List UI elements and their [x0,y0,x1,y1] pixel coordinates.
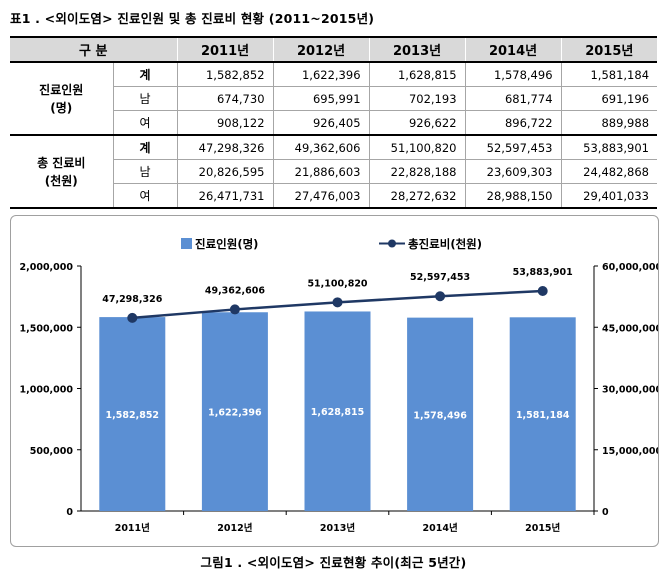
bar [99,317,166,511]
line-point [332,297,343,308]
group-label: 총 진료비 (천원) [10,135,113,209]
row-sub-label: 남 [112,159,178,184]
row-sub-label: 남 [112,86,178,111]
y-right-tick-label: 15,000,000 [602,446,658,457]
y-right-tick-label: 30,000,000 [602,385,658,396]
table-cell: 889,988 [560,110,658,136]
bar-value-label: 1,581,184 [516,410,570,421]
table-cell: 47,298,326 [176,135,274,160]
table-cell: 695,991 [272,86,370,111]
line-value-label: 49,362,606 [205,285,265,296]
table-cell: 681,774 [464,86,562,111]
line-point [229,304,240,315]
table-cell: 49,362,606 [272,135,370,160]
table-cell: 1,628,815 [368,62,466,87]
header-year: 2013년 [368,36,466,63]
table-cell: 926,622 [368,110,466,136]
legend-bar-swatch [181,238,192,249]
table-cell: 22,828,188 [368,159,466,184]
row-sub-label: 여 [112,110,178,136]
y-right-tick-label: 0 [602,507,609,518]
table-cell: 702,193 [368,86,466,111]
table-row: 총 진료비 (천원) 계 47,298,326 49,362,606 51,10… [10,135,658,209]
header-year: 2015년 [560,36,658,63]
table-cell: 27,476,003 [272,183,370,209]
x-tick-label: 2011년 [115,522,150,534]
table-cell: 1,578,496 [464,62,562,87]
bar-value-label: 1,578,496 [413,410,467,421]
row-sub-label: 계 [112,62,178,87]
bar [509,317,576,511]
y-left-tick-label: 2,000,000 [20,262,74,273]
x-tick-label: 2013년 [320,522,355,534]
header-year: 2012년 [272,36,370,63]
bar-value-label: 1,628,815 [311,407,365,418]
table-cell: 674,730 [176,86,274,111]
table-title: 표1 . <외이도염> 진료인원 및 총 진료비 현황 (2011~2015년) [10,11,375,26]
figure-caption: 그림1 . <외이도염> 진료현황 추이(최근 5년간) [200,555,467,570]
group-label-unit: (천원) [44,173,78,188]
x-tick-label: 2012년 [217,522,252,534]
header-category: 구 분 [10,36,178,63]
bar [304,311,371,511]
table-row: 진료인원 (명) 계 1,582,852 1,622,396 1,628,815… [10,62,658,136]
x-tick-label: 2015년 [525,522,560,534]
table-cell: 691,196 [560,86,658,111]
line-point [537,285,548,296]
y-left-tick-label: 1,000,000 [20,385,74,396]
bar [407,317,474,511]
table-cell: 21,886,603 [272,159,370,184]
combo-chart: 진료인원(명) 총진료비(천원) 0 500,000 1,000,000 1,500,00… [20,237,659,534]
table-cell: 26,471,731 [176,183,274,209]
table-cell: 53,883,901 [560,135,658,160]
group-label-line: 총 진료비 [37,155,86,170]
line-point [435,291,446,302]
table-cell: 51,100,820 [368,135,466,160]
table-row: 여 908,122 926,405 926,622 896,722 889,98… [10,110,658,136]
line-value-label: 47,298,326 [102,294,162,305]
table-cell: 1,582,852 [176,62,274,87]
table-cell: 29,401,033 [560,183,658,209]
table-cell: 28,272,632 [368,183,466,209]
legend-bar-label: 진료인원(명) [195,237,258,251]
row-sub-label: 계 [112,135,178,160]
legend-line-marker [388,239,396,248]
y-left-tick-label: 0 [66,507,73,518]
table-cell: 1,622,396 [272,62,370,87]
header-year: 2011년 [176,36,274,63]
chart-container: 진료인원(명) 총진료비(천원) 0 500,000 1,000,000 1,500,00… [10,215,659,547]
line-value-label: 51,100,820 [307,278,367,289]
table-cell: 908,122 [176,110,274,136]
table-row: 남 674,730 695,991 702,193 681,774 691,19… [10,86,658,111]
table-cell: 28,988,150 [464,183,562,209]
line-value-label: 53,883,901 [513,267,573,278]
table-cell: 1,581,184 [560,62,658,87]
row-sub-label: 여 [112,183,178,209]
y-right-tick-label: 45,000,000 [602,323,658,334]
y-left-tick-label: 500,000 [30,446,74,457]
stats-table: 구 분 2011년 2012년 2013년 2014년 2015년 진료인원 (… [10,36,658,209]
legend-line-label: 총진료비(천원) [408,237,482,251]
table-cell: 24,482,868 [560,159,658,184]
group-label: 진료인원 (명) [10,62,113,136]
group-label-unit: (명) [50,100,73,115]
table-cell: 926,405 [272,110,370,136]
group-label-line: 진료인원 [39,82,84,97]
y-left-tick-label: 1,500,000 [20,323,74,334]
table-cell: 896,722 [464,110,562,136]
bar-value-label: 1,582,852 [106,410,160,421]
line-value-label: 52,597,453 [410,272,470,283]
table-row: 여 26,471,731 27,476,003 28,272,632 28,98… [10,183,658,209]
header-year: 2014년 [464,36,562,63]
bar-value-label: 1,622,396 [208,408,262,419]
table-header-row: 구 분 2011년 2012년 2013년 2014년 2015년 [10,36,658,63]
bar [201,312,268,511]
table-cell: 20,826,595 [176,159,274,184]
table-row: 남 20,826,595 21,886,603 22,828,188 23,60… [10,159,658,184]
table-cell: 23,609,303 [464,159,562,184]
line-point [127,312,138,323]
table-cell: 52,597,453 [464,135,562,160]
y-right-tick-label: 60,000,000 [602,262,658,273]
x-tick-label: 2014년 [423,522,458,534]
